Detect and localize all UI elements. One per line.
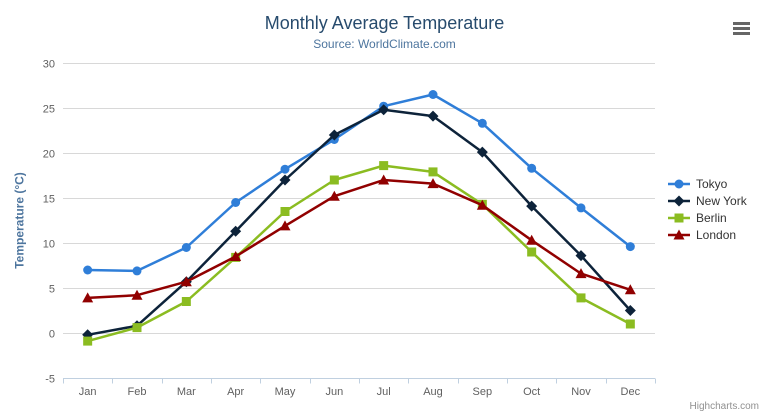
data-point-new-york-apr[interactable] <box>230 225 242 237</box>
data-point-london-feb[interactable] <box>131 289 143 300</box>
yaxis-tick-label: 0 <box>49 329 55 341</box>
series-tokyo <box>83 90 635 276</box>
data-point-new-york-jun[interactable] <box>328 129 340 141</box>
hamburger-bar <box>733 27 750 30</box>
data-point-berlin-mar[interactable] <box>181 297 191 306</box>
legend-label: New York <box>696 194 748 208</box>
data-point-london-nov[interactable] <box>575 268 587 279</box>
data-point-new-york-jul[interactable] <box>378 104 390 116</box>
data-point-new-york-aug[interactable] <box>427 110 439 122</box>
hamburger-bar <box>733 22 750 25</box>
xaxis-tick-label: Aug <box>423 386 443 398</box>
xaxis-tick-label: Oct <box>523 386 540 398</box>
legend-item-new-york[interactable]: New York <box>668 194 748 208</box>
data-point-london-sep[interactable] <box>476 199 488 210</box>
xaxis-tick-label: Jan <box>79 386 97 398</box>
series-new-york <box>82 104 636 341</box>
legend-item-berlin[interactable]: Berlin <box>668 211 727 225</box>
xaxis-tick-label: Sep <box>473 386 493 398</box>
legend-item-london[interactable]: London <box>668 228 736 242</box>
highcharts-credit-link[interactable]: Highcharts.com <box>689 401 759 412</box>
legend-item-tokyo[interactable]: Tokyo <box>668 177 728 191</box>
yaxis-tick-label: 15 <box>43 194 55 206</box>
data-point-berlin-dec[interactable] <box>625 319 635 329</box>
data-point-tokyo-jan[interactable] <box>83 265 93 275</box>
xaxis-tick-label: Mar <box>177 386 196 398</box>
xaxis-tick-label: May <box>275 386 296 398</box>
series-line-new-york <box>86 108 632 337</box>
chart-title: Monthly Average Temperature <box>264 13 505 33</box>
yaxis-tick-label: 30 <box>43 59 55 71</box>
data-point-tokyo-oct[interactable] <box>527 163 537 173</box>
data-point-tokyo-nov[interactable] <box>576 203 586 213</box>
data-point-new-york-may[interactable] <box>279 174 291 186</box>
data-point-london-jan[interactable] <box>82 292 94 303</box>
data-point-berlin-aug[interactable] <box>428 167 438 177</box>
data-point-london-apr[interactable] <box>230 251 242 261</box>
legend-marker-berlin <box>674 213 684 223</box>
legend-marker-new-york <box>673 195 685 207</box>
data-point-tokyo-apr[interactable] <box>231 198 241 207</box>
xaxis-tick-label: Feb <box>128 386 147 398</box>
legend-marker-london <box>673 229 685 240</box>
data-point-tokyo-dec[interactable] <box>625 242 635 252</box>
data-point-tokyo-mar[interactable] <box>181 243 191 252</box>
data-point-london-oct[interactable] <box>526 234 538 245</box>
data-point-berlin-oct[interactable] <box>527 247 537 257</box>
data-point-new-york-dec[interactable] <box>624 305 636 316</box>
legend-label: Tokyo <box>696 177 728 191</box>
data-point-berlin-nov[interactable] <box>576 293 586 303</box>
data-point-new-york-sep[interactable] <box>476 146 488 158</box>
x-axis: Jan Feb Mar Apr May Jun Jul Aug Sep Oct Nov Dec <box>63 378 656 398</box>
data-point-berlin-jun[interactable] <box>329 175 339 185</box>
data-point-berlin-jul[interactable] <box>379 161 389 171</box>
xaxis-tick-label: Jul <box>377 386 391 398</box>
data-point-london-mar[interactable] <box>180 276 192 287</box>
data-point-berlin-feb[interactable] <box>132 323 142 333</box>
xaxis-tick-label: Nov <box>571 386 591 398</box>
yaxis-tick-label: 5 <box>49 284 55 296</box>
data-point-london-jun[interactable] <box>328 190 340 201</box>
data-point-berlin-may[interactable] <box>280 207 290 216</box>
gridlines: -5 0 5 10 15 20 25 30 <box>43 59 655 386</box>
xaxis-tick-label: Jun <box>325 386 343 398</box>
legend: Tokyo New York Berlin London <box>668 177 748 242</box>
data-point-london-may[interactable] <box>279 220 291 231</box>
data-point-new-york-nov[interactable] <box>575 250 587 262</box>
yaxis-tick-label: 25 <box>43 104 55 116</box>
hamburger-bar <box>733 32 750 35</box>
data-point-tokyo-feb[interactable] <box>132 266 142 276</box>
data-point-tokyo-sep[interactable] <box>477 118 487 128</box>
data-point-london-aug[interactable] <box>427 178 439 189</box>
xaxis-tick-label: Apr <box>227 386 244 398</box>
data-point-new-york-oct[interactable] <box>526 200 538 212</box>
hamburger-icon[interactable] <box>733 22 750 36</box>
yaxis-tick-label: 10 <box>43 239 55 251</box>
yaxis-tick-label: 20 <box>43 149 55 161</box>
xaxis-tick-label: Dec <box>621 386 641 398</box>
data-point-london-jul[interactable] <box>378 174 390 185</box>
data-point-london-dec[interactable] <box>624 284 636 295</box>
legend-label: Berlin <box>696 211 727 225</box>
chart-subtitle: Source: WorldClimate.com <box>313 37 456 51</box>
data-point-tokyo-aug[interactable] <box>428 90 438 99</box>
series-line-london <box>86 178 632 300</box>
series-line-tokyo <box>86 93 632 273</box>
series-london <box>82 174 636 303</box>
legend-marker-tokyo <box>674 179 684 189</box>
yaxis-tick-label: -5 <box>45 374 55 386</box>
data-point-berlin-jan[interactable] <box>83 336 93 346</box>
data-point-tokyo-may[interactable] <box>280 164 290 174</box>
legend-label: London <box>696 228 736 242</box>
series-line-berlin <box>86 164 632 343</box>
